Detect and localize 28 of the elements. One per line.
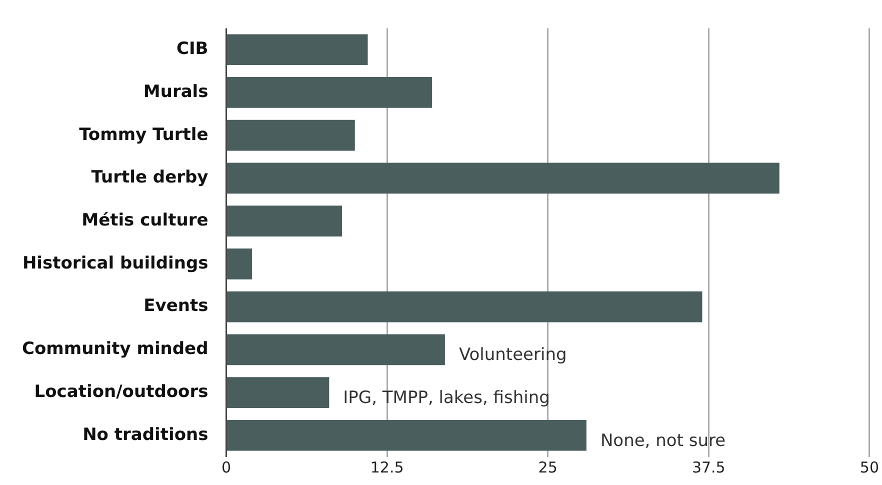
- y-tick-label: Tommy Turtle: [79, 124, 208, 145]
- y-tick-label: No traditions: [82, 424, 208, 445]
- bar: [227, 420, 586, 451]
- y-tick-label: Location/outdoors: [34, 382, 208, 402]
- y-tick-label: CIB: [176, 39, 208, 60]
- y-tick-label: Historical buildings: [22, 253, 208, 274]
- bar: [227, 334, 445, 366]
- y-tick-label: Turtle derby: [91, 168, 208, 188]
- bar: [227, 206, 342, 236]
- y-tick-label: Métis culture: [82, 210, 208, 230]
- annotation: Volunteering: [458, 345, 567, 366]
- x-tick-label: 50: [860, 458, 880, 477]
- annotation: None, not sure: [600, 430, 726, 451]
- bar: [227, 77, 432, 108]
- bar: [227, 291, 702, 322]
- bar: [227, 120, 355, 151]
- x-tick-label: 0: [221, 458, 232, 477]
- x-tick-label: 37.5: [692, 458, 726, 477]
- bar: [227, 162, 780, 194]
- x-tick-label: 25: [538, 458, 558, 477]
- bar: [227, 34, 368, 66]
- y-tick-label: Community minded: [22, 339, 208, 360]
- y-tick-label: Murals: [143, 82, 208, 102]
- bar: [227, 377, 330, 408]
- annotation: IPG, TMPP, lakes, fishing: [343, 388, 550, 408]
- bar: [227, 248, 252, 280]
- x-tick-label: 12.5: [370, 458, 404, 477]
- y-tick-label: Events: [144, 296, 208, 316]
